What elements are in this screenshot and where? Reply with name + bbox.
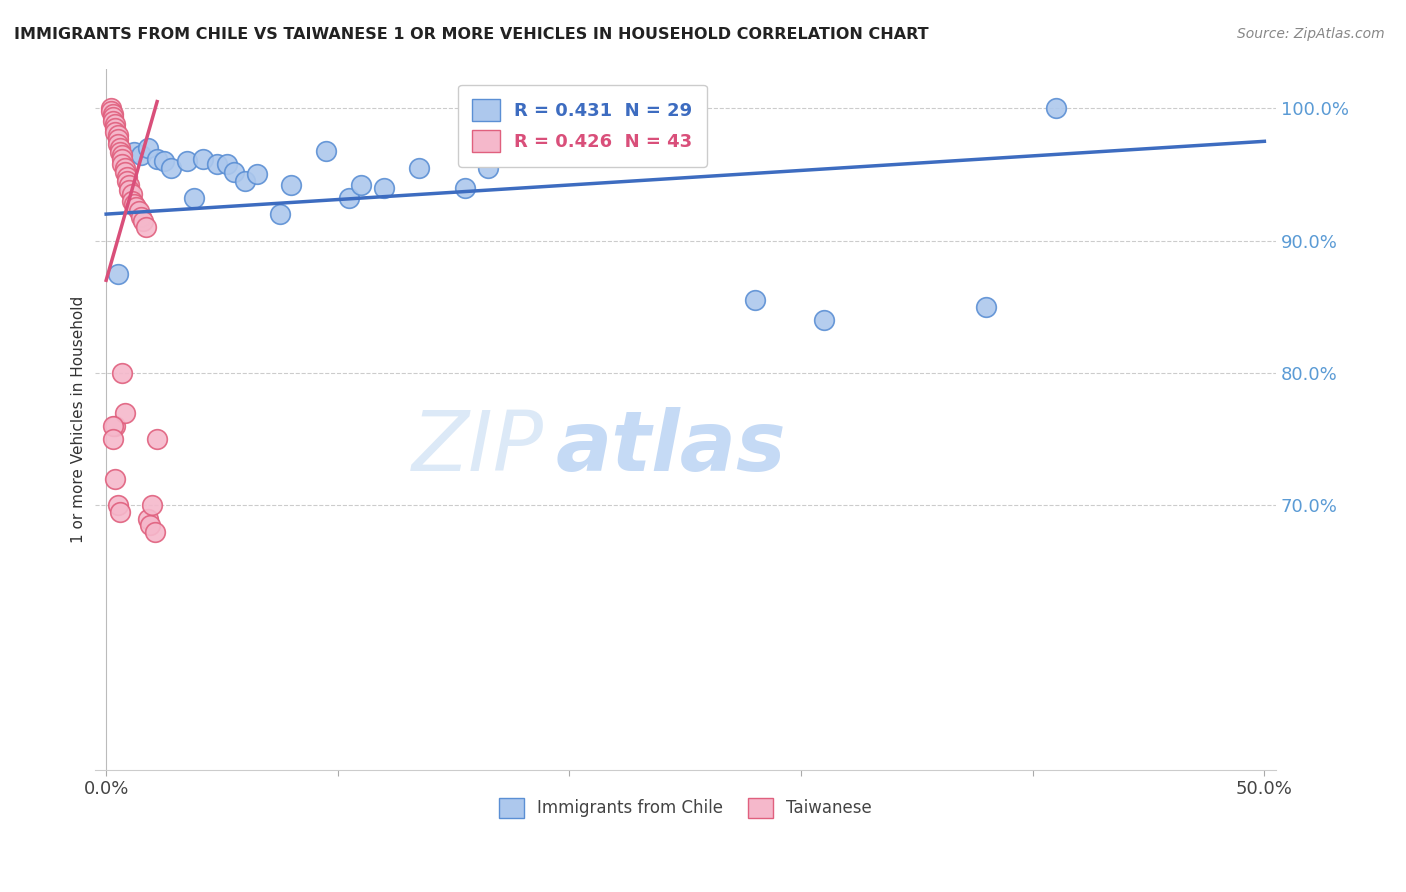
Point — [315, 144, 337, 158]
Point — [233, 174, 256, 188]
Point — [121, 187, 143, 202]
Point — [101, 106, 124, 120]
Point — [976, 300, 998, 314]
Text: Source: ZipAtlas.com: Source: ZipAtlas.com — [1237, 27, 1385, 41]
Point — [146, 152, 169, 166]
Point — [207, 157, 229, 171]
Point — [118, 178, 141, 192]
Point — [222, 165, 245, 179]
Point — [114, 406, 136, 420]
Point — [104, 121, 127, 136]
Point — [100, 103, 122, 118]
Point — [139, 518, 162, 533]
Point — [146, 432, 169, 446]
Point — [114, 165, 136, 179]
Point — [280, 178, 302, 192]
Point — [108, 505, 131, 519]
Point — [160, 161, 183, 175]
Point — [111, 157, 134, 171]
Point — [104, 418, 127, 433]
Point — [477, 161, 499, 175]
Point — [269, 207, 291, 221]
Text: atlas: atlas — [555, 407, 786, 488]
Point — [111, 147, 134, 161]
Point — [128, 204, 150, 219]
Point — [143, 524, 166, 539]
Point — [136, 141, 159, 155]
Point — [121, 194, 143, 208]
Point — [129, 147, 152, 161]
Point — [350, 178, 373, 192]
Point — [176, 154, 198, 169]
Text: ZIP: ZIP — [412, 407, 544, 488]
Point — [125, 201, 148, 215]
Point — [129, 210, 152, 224]
Point — [101, 111, 124, 125]
Point — [115, 174, 138, 188]
Point — [135, 220, 157, 235]
Point — [107, 498, 129, 512]
Point — [215, 157, 238, 171]
Point — [111, 366, 134, 380]
Point — [183, 191, 205, 205]
Point — [454, 180, 477, 194]
Point — [115, 169, 138, 184]
Point — [104, 472, 127, 486]
Legend: Immigrants from Chile, Taiwanese: Immigrants from Chile, Taiwanese — [492, 791, 879, 825]
Point — [107, 136, 129, 151]
Point — [108, 141, 131, 155]
Point — [118, 183, 141, 197]
Y-axis label: 1 or more Vehicles in Household: 1 or more Vehicles in Household — [72, 295, 86, 543]
Point — [101, 432, 124, 446]
Text: IMMIGRANTS FROM CHILE VS TAIWANESE 1 OR MORE VEHICLES IN HOUSEHOLD CORRELATION C: IMMIGRANTS FROM CHILE VS TAIWANESE 1 OR … — [14, 27, 929, 42]
Point — [744, 293, 766, 307]
Point — [593, 147, 616, 161]
Point — [246, 168, 269, 182]
Point — [101, 114, 124, 128]
Point — [153, 154, 176, 169]
Point — [114, 161, 136, 175]
Point — [122, 145, 145, 159]
Point — [107, 267, 129, 281]
Point — [408, 161, 430, 175]
Point — [104, 125, 127, 139]
Point — [107, 131, 129, 145]
Point — [122, 196, 145, 211]
Point — [373, 180, 395, 194]
Point — [107, 128, 129, 142]
Point — [104, 117, 127, 131]
Point — [1045, 101, 1067, 115]
Point — [111, 152, 134, 166]
Point — [193, 152, 215, 166]
Point — [136, 511, 159, 525]
Point — [101, 418, 124, 433]
Point — [108, 145, 131, 159]
Point — [813, 313, 835, 327]
Point — [132, 213, 155, 227]
Point — [141, 498, 163, 512]
Point — [100, 101, 122, 115]
Point — [337, 191, 360, 205]
